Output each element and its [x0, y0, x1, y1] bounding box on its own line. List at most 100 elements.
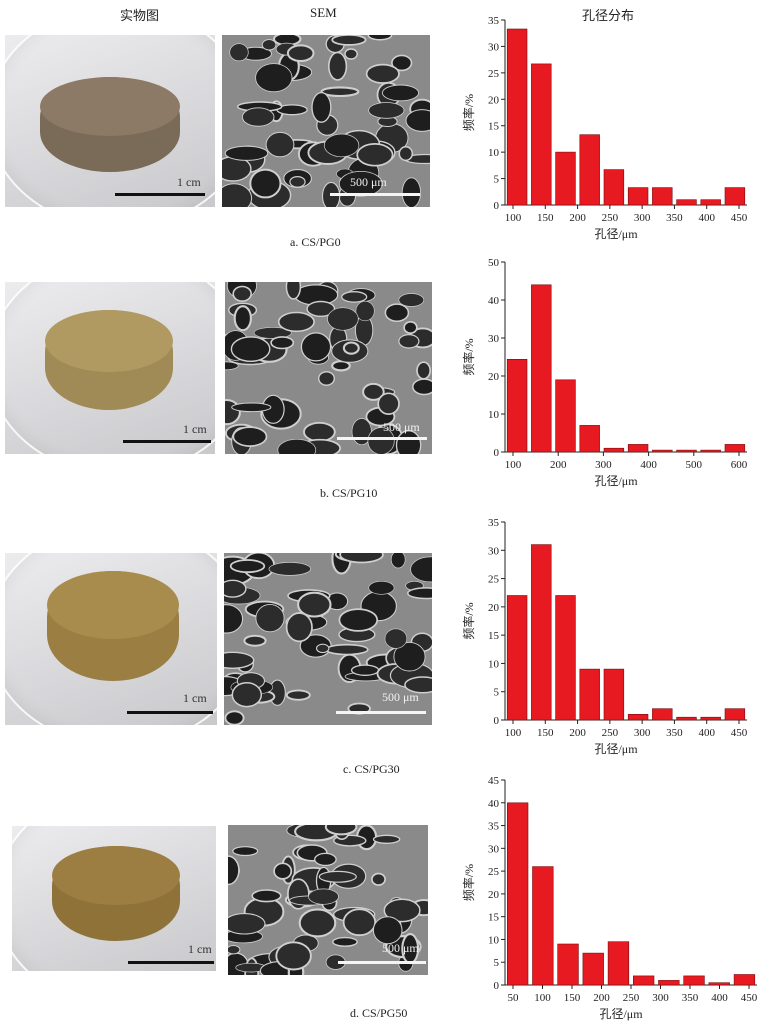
x-tick-label: 450	[731, 212, 748, 224]
x-tick-label: 300	[652, 992, 669, 1004]
y-tick-label: 10	[488, 409, 500, 421]
histogram-bar	[506, 358, 528, 453]
x-tick-label: 250	[623, 992, 640, 1004]
pore-size-histogram-a: 0 5 10 15 20 25 30 35 100 150 200 250 300 350 400 450 孔径…	[461, 15, 748, 241]
x-tick-label: 100	[505, 459, 522, 471]
x-tick-label: 450	[731, 727, 748, 739]
x-tick-label: 50	[508, 992, 520, 1004]
histogram-bar	[627, 713, 649, 721]
histogram-bar	[531, 284, 552, 453]
x-tick-label: 400	[640, 459, 657, 471]
histogram-bar	[683, 975, 705, 986]
histogram-bar	[603, 169, 625, 206]
sem-panel-c: 500 μm	[224, 553, 432, 725]
y-tick-label: 0	[494, 447, 500, 459]
histogram-bar	[627, 187, 649, 206]
x-axis-title: 孔径/μm	[594, 742, 638, 756]
histogram-bar	[676, 199, 697, 206]
x-axis-title: 孔径/μm	[594, 474, 638, 488]
y-tick-label: 35	[488, 821, 500, 833]
x-tick-label: 400	[711, 992, 728, 1004]
x-tick-label: 200	[550, 459, 567, 471]
histogram-bar	[632, 975, 655, 986]
y-axis-title: 频率/%	[461, 864, 476, 901]
x-tick-label: 400	[698, 212, 715, 224]
photo-panel-a: 1 cm	[5, 35, 215, 207]
histogram-bar	[700, 199, 721, 206]
histogram-bar	[676, 449, 697, 453]
x-tick-label: 300	[595, 459, 612, 471]
x-tick-label: 100	[505, 212, 522, 224]
sem-texture-c	[224, 553, 432, 725]
histogram-bar	[506, 802, 529, 986]
pore-size-histogram-b: 0 10 20 30 40 50 100 200 300 400 500 600 孔径/μm 频率/%	[461, 257, 748, 488]
x-tick-label: 150	[564, 992, 581, 1004]
x-tick-label: 250	[602, 727, 619, 739]
panel-caption-b: b. CS/PG10	[320, 486, 378, 500]
histogram-bar	[579, 425, 600, 453]
sem-scale-bar	[338, 961, 426, 964]
x-tick-label: 150	[537, 727, 554, 739]
y-tick-label: 15	[488, 630, 500, 642]
x-tick-label: 200	[569, 727, 586, 739]
sem-panel-b: 500 μm	[225, 282, 432, 454]
x-axis-title: 孔径/μm	[594, 227, 638, 241]
x-tick-label: 300	[634, 727, 651, 739]
x-tick-label: 100	[505, 727, 522, 739]
x-tick-label: 350	[666, 727, 683, 739]
x-axis-title: 孔径/μm	[599, 1007, 643, 1021]
histogram-bar	[531, 544, 552, 721]
y-tick-label: 20	[488, 602, 500, 614]
scaffold-sample-c	[47, 571, 179, 681]
histogram-bar	[724, 708, 746, 721]
y-tick-label: 0	[494, 200, 500, 212]
histogram-bar	[724, 444, 746, 453]
histogram-bar	[708, 982, 730, 986]
photo-scale-label: 1 cm	[177, 175, 201, 189]
y-tick-label: 35	[488, 15, 500, 27]
panel-caption-d: d. CS/PG50	[350, 1006, 408, 1020]
photo-scale-bar	[128, 961, 214, 964]
histogram-bar	[555, 595, 576, 721]
y-tick-label: 5	[494, 957, 500, 969]
photo-scale-bar	[127, 711, 213, 714]
sem-scale-bar	[337, 437, 427, 440]
photo-panel-b: 1 cm	[5, 282, 215, 454]
y-tick-label: 40	[488, 295, 500, 307]
y-axis-title: 频率/%	[461, 602, 476, 639]
histogram-bar	[557, 943, 579, 986]
histogram-bar	[506, 28, 528, 206]
photo-panel-d: 1 cm	[12, 826, 216, 971]
y-tick-label: 30	[488, 41, 500, 53]
pore-distribution-column-header: 孔径分布	[582, 8, 635, 23]
y-tick-label: 40	[488, 798, 500, 810]
y-axis-title: 频率/%	[461, 94, 476, 131]
histogram-bar	[652, 708, 673, 721]
photo-scale-bar	[115, 193, 205, 196]
x-tick-label: 600	[731, 459, 748, 471]
sem-scale-label: 500 μm	[383, 420, 420, 434]
photo-panel-c: 1 cm	[5, 553, 217, 725]
x-tick-label: 250	[602, 212, 619, 224]
sem-column-header: SEM	[310, 5, 337, 20]
photo-scale-bar	[123, 440, 211, 443]
x-tick-label: 100	[534, 992, 551, 1004]
histogram-bar	[607, 941, 630, 986]
histogram-bar	[658, 980, 680, 986]
pore-size-histogram-d: 0 5 10 15 20 25 30 35 40 45 50 100 150 200 250 300 350 40…	[461, 775, 758, 1021]
histogram-bar	[700, 716, 721, 721]
histogram-bar	[700, 449, 721, 453]
y-tick-label: 20	[488, 889, 500, 901]
histogram-bar	[579, 134, 600, 206]
histogram-bar	[724, 187, 746, 206]
y-tick-label: 30	[488, 843, 500, 855]
histogram-bar	[555, 151, 576, 206]
y-tick-label: 0	[494, 980, 500, 992]
y-tick-label: 30	[488, 545, 500, 557]
y-tick-label: 25	[488, 68, 500, 80]
histogram-bar	[676, 716, 697, 721]
panel-caption-c: c. CS/PG30	[343, 762, 400, 776]
x-tick-label: 400	[698, 727, 715, 739]
y-tick-label: 45	[488, 775, 500, 787]
x-tick-label: 350	[666, 212, 683, 224]
